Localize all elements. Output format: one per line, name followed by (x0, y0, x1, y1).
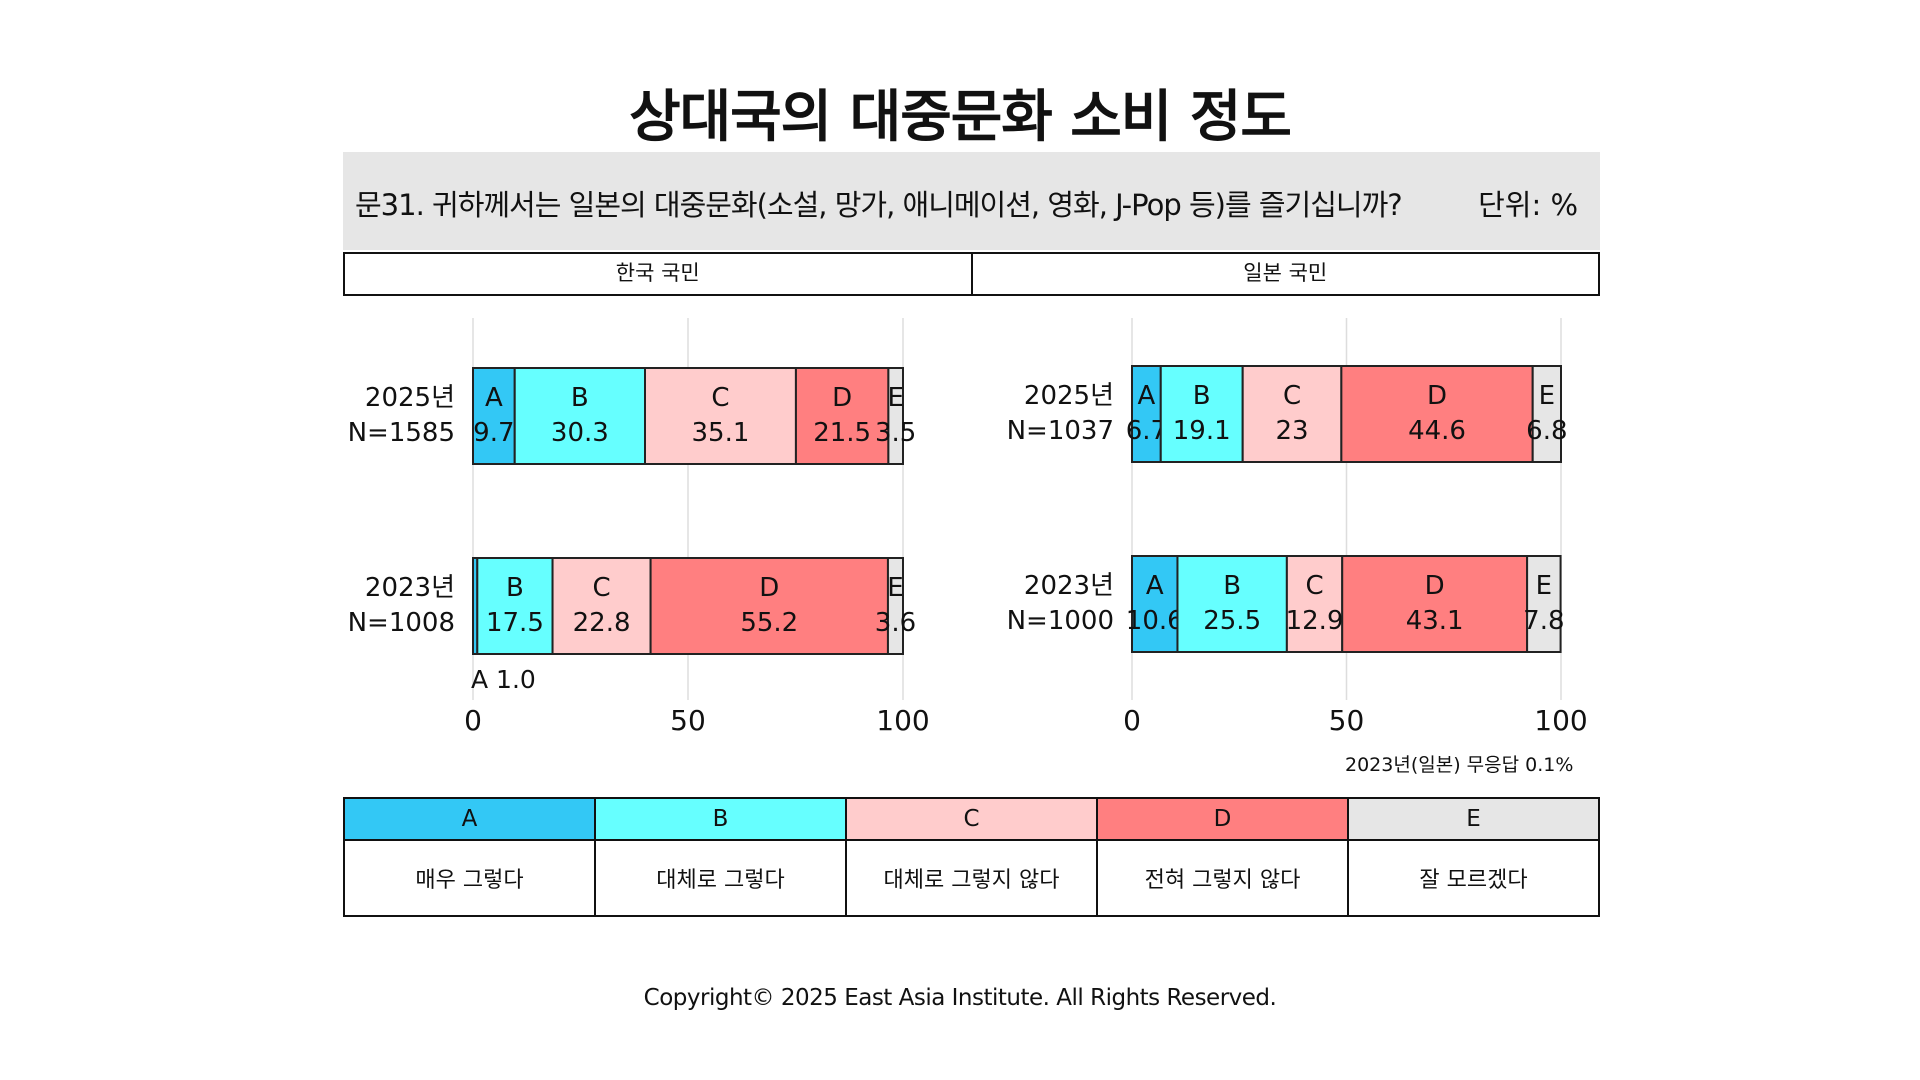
japan-2023-bar-b (1176, 555, 1288, 653)
korea-x-tick-100: 100 (876, 704, 929, 737)
korea-row-2025-n: N=1585 (348, 418, 455, 448)
japan-row-2023-n: N=1000 (1007, 606, 1114, 636)
korea-2023-bar-b-value: 17.5 (486, 608, 544, 638)
korea-2023-bar-c-letter: C (592, 573, 610, 603)
group-header-korea: 한국 국민 (615, 261, 700, 285)
copyright-text: Copyright© 2025 East Asia Institute. All… (643, 985, 1277, 1011)
legend-key-e: E (1347, 797, 1600, 841)
legend-desc-c: 대체로 그렇지 않다 (845, 839, 1098, 917)
korea-row-2023-year: 2023년 (365, 573, 455, 603)
group-header: 한국 국민 일본 국민 (343, 252, 1600, 296)
question-bar: 문31. 귀하께서는 일본의 대중문화(소설, 망가, 애니메이션, 영화, J… (343, 152, 1600, 250)
japan-2025-bar-a-letter: A (1137, 381, 1155, 411)
japan-2023-bar-d-value: 43.1 (1406, 606, 1464, 636)
korea-2025-bar-b-letter: B (571, 383, 589, 413)
japan-2023-bar-c-value: 12.9 (1286, 606, 1344, 636)
japan-2023-bar-e-letter: E (1536, 571, 1552, 601)
korea-2025-bar-d-value: 21.5 (813, 418, 871, 448)
legend-key-d: D (1096, 797, 1349, 841)
japan-2023-bar-e (1526, 555, 1562, 653)
korea-x-tick-0: 0 (464, 704, 482, 737)
unit-label: 단위: % (1478, 188, 1578, 222)
japan-2023-bar-a-value: 10.6 (1126, 606, 1184, 636)
korea-2023-external-label: A 1.0 (471, 665, 536, 694)
korea-x-tick-50: 50 (670, 704, 706, 737)
korea-2025-bar-d-letter: D (832, 383, 852, 413)
japan-2025-bar-d-value: 44.6 (1408, 416, 1466, 446)
japan-x-tick-50: 50 (1329, 704, 1365, 737)
japan-2025-bar-e (1531, 365, 1563, 463)
legend-desc-e: 잘 모르겠다 (1347, 839, 1600, 917)
korea-2025-bar-d (794, 367, 890, 465)
stacked-bar-charts: 0 50 100 2025년 N=1585 A 9.7 B 30.3 C 35.1 D 21.5 E 3.5… (348, 318, 1588, 737)
korea-2023-bar-e-value: 3.6 (875, 608, 916, 638)
korea-2025-bar-e-letter: E (887, 383, 903, 413)
korea-2025-bar-c-letter: C (711, 383, 729, 413)
korea-2025-bar-e (887, 367, 905, 465)
korea-row-2025-year: 2025년 (365, 383, 455, 413)
japan-2023-bar-a-letter: A (1146, 571, 1164, 601)
korea-2023-bar-d-letter: D (759, 573, 779, 603)
korea-2025-bar-e-value: 3.5 (875, 418, 916, 448)
korea-2023-bar-d-value: 55.2 (740, 608, 798, 638)
japan-2023-bar-d (1341, 555, 1529, 653)
japan-x-tick-100: 100 (1534, 704, 1587, 737)
group-header-japan: 일본 국민 (970, 254, 1599, 294)
japan-2025-bar-b-value: 19.1 (1173, 416, 1231, 446)
korea-2023-bar-c (551, 557, 652, 655)
japan-2025-bar-a (1131, 365, 1162, 463)
legend-key-row: A B C D E (343, 797, 1600, 841)
japan-2023-bar-b-value: 25.5 (1203, 606, 1261, 636)
japan-x-tick-0: 0 (1123, 704, 1141, 737)
no-answer-note: 2023년(일본) 무응답 0.1% (1345, 754, 1574, 776)
question-text: 문31. 귀하께서는 일본의 대중문화(소설, 망가, 애니메이션, 영화, J… (355, 188, 1403, 222)
japan-2025-bar-d (1340, 365, 1534, 463)
korea-2025-bar-a-value: 9.7 (473, 418, 514, 448)
korea-2025-bar-a-letter: A (485, 383, 503, 413)
japan-row-2025-year: 2025년 (1024, 381, 1114, 411)
korea-2023-bar-c-value: 22.8 (573, 608, 631, 638)
legend-key-b: B (594, 797, 847, 841)
japan-2025-bar-e-letter: E (1539, 381, 1555, 411)
korea-2023-bar-b-letter: B (506, 573, 524, 603)
japan-2023-bar-b-letter: B (1223, 571, 1241, 601)
korea-2023-bar-b (476, 557, 554, 655)
japan-2025-bar-b-letter: B (1193, 381, 1211, 411)
legend-key-a: A (343, 797, 596, 841)
legend-desc-d: 전혀 그렇지 않다 (1096, 839, 1349, 917)
korea-2025-bar-b-value: 30.3 (551, 418, 609, 448)
chart-title: 상대국의 대중문화 소비 정도 (629, 85, 1292, 150)
japan-2023-bar-d-letter: D (1425, 571, 1445, 601)
japan-2025-bar-e-value: 6.8 (1526, 416, 1567, 446)
legend-desc-b: 대체로 그렇다 (594, 839, 847, 917)
korea-2023-bar-e (886, 557, 905, 655)
korea-2023-bar-e-letter: E (887, 573, 903, 603)
legend-key-c: C (845, 797, 1098, 841)
legend-description-row: 매우 그렇다 대체로 그렇다 대체로 그렇지 않다 전혀 그렇지 않다 잘 모르… (343, 839, 1600, 917)
japan-row-2023-year: 2023년 (1024, 571, 1114, 601)
japan-2025-bar-c-letter: C (1283, 381, 1301, 411)
japan-2025-bar-d-letter: D (1427, 381, 1447, 411)
japan-2023-bar-c-letter: C (1305, 571, 1323, 601)
korea-2023-bar-d (649, 557, 889, 655)
legend-table: A B C D E 매우 그렇다 대체로 그렇다 대체로 그렇지 않다 전혀 그… (343, 797, 1600, 917)
japan-2023-bar-e-value: 7.8 (1523, 606, 1564, 636)
korea-row-2023-n: N=1008 (348, 608, 455, 638)
japan-2025-bar-c-value: 23 (1275, 416, 1308, 446)
legend-desc-a: 매우 그렇다 (343, 839, 596, 917)
korea-2025-bar-c-value: 35.1 (692, 418, 750, 448)
japan-row-2025-n: N=1037 (1007, 416, 1114, 446)
japan-2025-bar-c (1241, 365, 1343, 463)
